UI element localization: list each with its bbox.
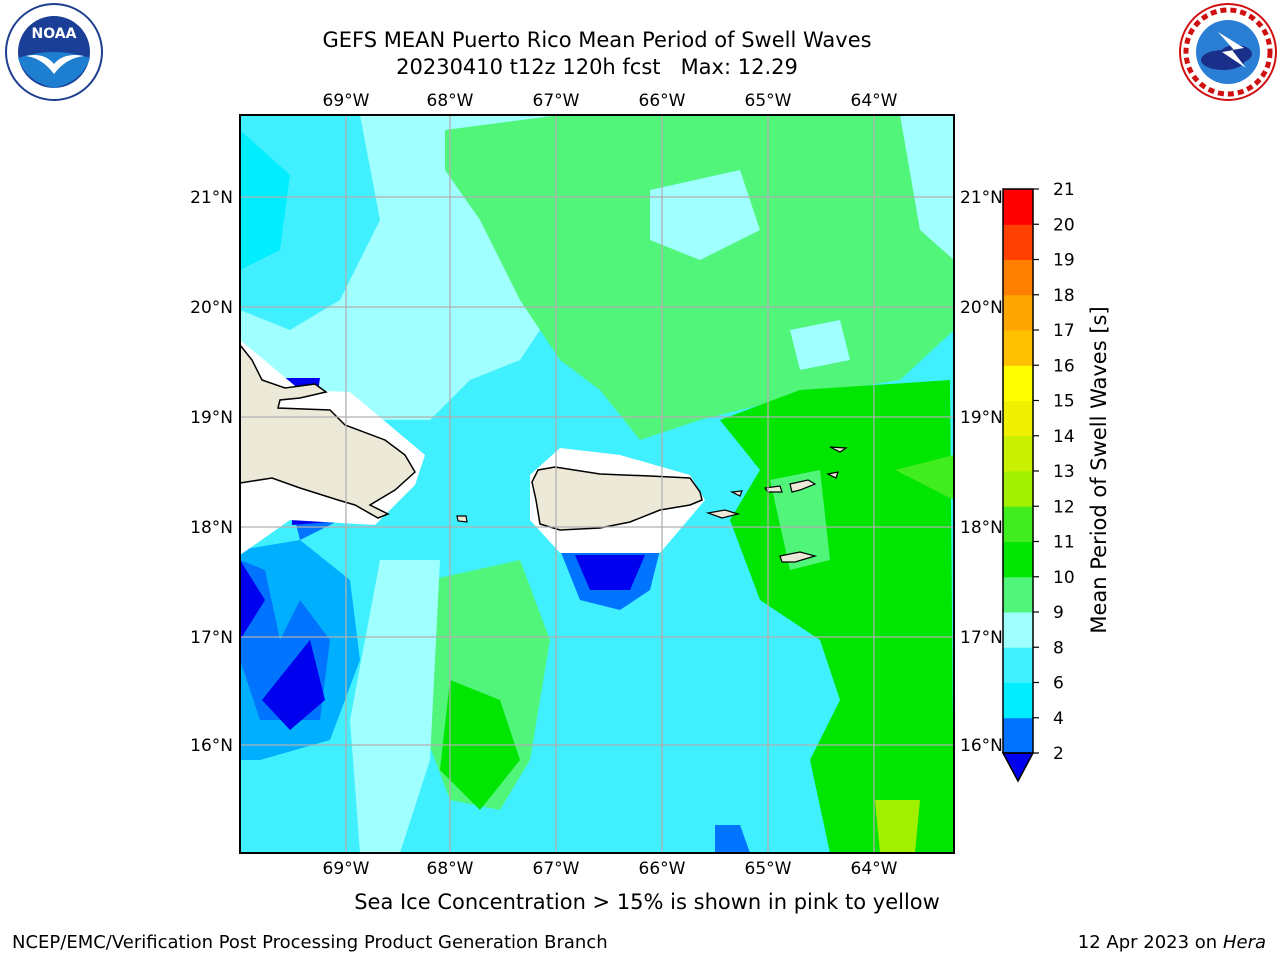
colorbar-segment (1003, 224, 1033, 260)
nws-logo (1179, 3, 1277, 101)
right-lat-label: 21°N (960, 188, 1003, 208)
colorbar-tick-label: 19 (1053, 251, 1075, 271)
contour-6-northwest-edge (240, 130, 290, 270)
colorbar-segment (1003, 471, 1033, 507)
left-lat-label: 21°N (190, 188, 233, 208)
right-lat-label: 19°N (960, 408, 1003, 428)
map-title: GEFS MEAN Puerto Rico Mean Period of Swe… (322, 28, 872, 52)
colorbar-tick-label: 16 (1053, 356, 1075, 376)
map-subtitle: 20230410 t12z 120h fcst Max: 12.29 (240, 54, 954, 80)
top-lon-label: 66°W (639, 91, 686, 111)
left-lat-label: 19°N (190, 408, 233, 428)
colorbar-segment (1003, 541, 1033, 578)
bottom-lon-label: 67°W (533, 859, 580, 879)
st-croix-island (779, 551, 818, 563)
contour-11-12-southeast (875, 800, 920, 853)
bottom-lon-labels: 69°W 68°W 67°W 66°W 65°W 64°W (323, 859, 898, 879)
top-lon-labels: 69°W 68°W 67°W 66°W 65°W 64°W (323, 91, 898, 111)
colorbar-segment (1003, 259, 1033, 296)
colorbar-tick-label: 4 (1053, 709, 1064, 729)
colorbar-segment (1003, 647, 1033, 683)
contour-8-9-south (350, 560, 440, 853)
colorbar-tick-label: 8 (1053, 638, 1064, 658)
bottom-lon-label: 68°W (427, 859, 474, 879)
colorbar-segment (1003, 576, 1033, 613)
credit-line: NCEP/EMC/Verification Post Processing Pr… (12, 932, 608, 953)
colorbar-tick-label: 14 (1053, 427, 1075, 447)
contour-below-2-south-coast (575, 555, 645, 590)
max-label: Max: 12.29 (680, 55, 798, 79)
right-lat-labels: 21°N 20°N 19°N 18°N 17°N 16°N (960, 188, 1003, 756)
colorbar-segment (1003, 189, 1033, 225)
colorbar-tick-label: 2 (1053, 744, 1064, 764)
colorbar-segment (1003, 506, 1033, 542)
colorbar-segment (1003, 682, 1033, 719)
colorbar-tick-label: 6 (1053, 674, 1064, 694)
noaa-logo-text: NOAA (32, 26, 77, 42)
contour-11-12-east (895, 455, 954, 500)
right-lat-label: 18°N (960, 518, 1003, 538)
colorbar-label: Mean Period of Swell Waves [s] (1087, 306, 1111, 633)
left-lat-labels: 21°N 20°N 19°N 18°N 17°N 16°N (190, 188, 233, 756)
bottom-lon-label: 66°W (639, 859, 686, 879)
colorbar-tick-label: 10 (1053, 568, 1075, 588)
colorbar-extend-min (1001, 752, 1035, 783)
bottom-lon-label: 65°W (745, 859, 792, 879)
colorbar-segment (1003, 400, 1033, 437)
date-text: 12 Apr 2023 on (1077, 932, 1218, 953)
run-label: 20230410 t12z 120h fcst (396, 55, 661, 79)
noaa-logo: NOAA (5, 3, 103, 101)
graticule (240, 115, 954, 853)
bottom-lon-label: 69°W (323, 859, 370, 879)
contour-4-6-bottom (715, 825, 750, 853)
right-lat-label: 17°N (960, 628, 1003, 648)
virgin-islands (729, 446, 848, 497)
left-lat-label: 18°N (190, 518, 233, 538)
right-lat-label: 16°N (960, 736, 1003, 756)
colorbar: 2 4 6 8 9 10 11 12 13 14 15 16 17 18 19 20 21 (1001, 180, 1075, 783)
colorbar-tick-label: 20 (1053, 215, 1075, 235)
top-lon-label: 67°W (533, 91, 580, 111)
colorbar-tick-label: 11 (1053, 533, 1075, 553)
contour-below-2-southwest (262, 640, 325, 730)
top-lon-label: 69°W (323, 91, 370, 111)
mona-island (456, 515, 468, 523)
colorbar-tick-label: 9 (1053, 603, 1064, 623)
colorbar-tick-label: 12 (1053, 497, 1075, 517)
vieques-island (705, 509, 741, 519)
contour-8-9-pocket-northeast (790, 320, 850, 370)
colorbar-segment (1003, 294, 1033, 331)
left-lat-label: 20°N (190, 298, 233, 318)
contour-8-9-top-right (900, 115, 954, 260)
puerto-rico-land (531, 466, 703, 531)
colorbar-tick-label: 17 (1053, 321, 1075, 341)
colorbar-tick-label: 21 (1053, 180, 1075, 200)
colorbar-segment (1003, 330, 1033, 366)
sea-ice-note: Sea Ice Concentration > 15% is shown in … (354, 890, 940, 914)
top-lon-label: 68°W (427, 91, 474, 111)
colorbar-segment (1003, 435, 1033, 472)
top-lon-label: 65°W (745, 91, 792, 111)
left-lat-label: 16°N (190, 736, 233, 756)
bottom-lon-label: 64°W (851, 859, 898, 879)
contour-below-2-west (240, 560, 265, 640)
colorbar-tick-label: 18 (1053, 286, 1075, 306)
colorbar-segment (1003, 365, 1033, 401)
host-name: Hera (1222, 932, 1266, 953)
map-frame (239, 114, 955, 854)
right-lat-label: 20°N (960, 298, 1003, 318)
contour-8-9-pocket-north (650, 170, 760, 260)
colorbar-segment (1003, 717, 1033, 754)
colorbar-tick-label: 13 (1053, 462, 1075, 482)
land-masses (240, 343, 848, 563)
left-lat-label: 17°N (190, 628, 233, 648)
date-note: 12 Apr 2023 on Hera (1078, 932, 1266, 953)
contour-9-10-east-pocket (770, 470, 830, 570)
hispaniola-land (240, 343, 416, 519)
top-lon-label: 64°W (851, 91, 898, 111)
colorbar-tick-label: 15 (1053, 392, 1075, 412)
colorbar-segment (1003, 612, 1033, 648)
